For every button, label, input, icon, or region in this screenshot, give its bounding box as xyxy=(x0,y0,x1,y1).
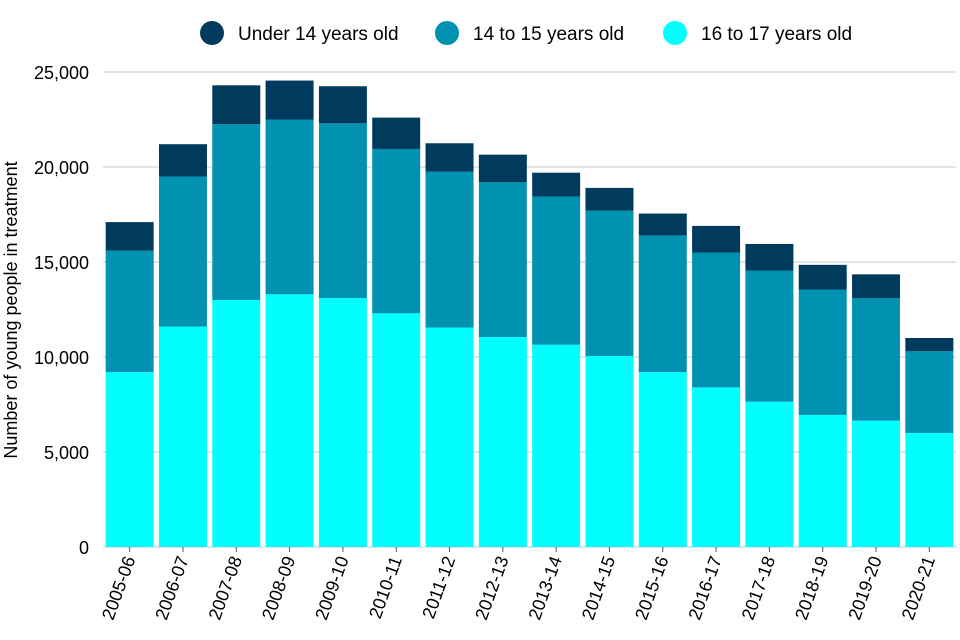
bar-segment xyxy=(798,289,847,415)
legend: Under 14 years old 14 to 15 years old 16 t… xyxy=(200,21,852,45)
bar-segment xyxy=(265,294,314,547)
bar-segment xyxy=(425,327,474,547)
bar-segment xyxy=(265,80,314,120)
bar-segment xyxy=(425,143,474,172)
x-tick-label: 2009-10 xyxy=(311,554,352,623)
bar-segment xyxy=(478,337,527,547)
bar-segment xyxy=(638,235,687,373)
bar-segment xyxy=(532,344,581,547)
bar-segment xyxy=(158,176,207,327)
legend-swatch xyxy=(200,21,224,45)
y-tick-label: 25,000 xyxy=(34,63,89,83)
bar-segment xyxy=(905,338,954,352)
x-tick-label: 2016-17 xyxy=(684,554,725,623)
bar-segment xyxy=(745,243,794,271)
y-tick-label: 10,000 xyxy=(34,348,89,368)
bar-segment xyxy=(372,148,421,314)
bar-segment xyxy=(638,213,687,236)
y-tick-label: 5,000 xyxy=(44,443,89,463)
bar-segment xyxy=(318,123,367,299)
bar-segment xyxy=(212,300,261,547)
bar-segment xyxy=(532,196,581,345)
x-tick-label: 2005-06 xyxy=(98,554,139,623)
bar-segment xyxy=(852,274,901,299)
bar-segment xyxy=(478,182,527,338)
y-tick-label: 15,000 xyxy=(34,253,89,273)
x-axis-ticks: 2005-06 2006-07 2007-08 2008-09 2009-10 2010-… xyxy=(98,547,939,622)
bar-segment xyxy=(478,154,527,183)
bar-segment xyxy=(105,250,154,373)
y-axis-ticks: 0 5,000 10,000 15,000 20,000 25,000 xyxy=(34,63,89,558)
bar-segment xyxy=(798,414,847,547)
bar-segment xyxy=(745,401,794,547)
x-tick-label: 2018-19 xyxy=(791,554,832,623)
bar-segment xyxy=(372,313,421,547)
bar-segment xyxy=(265,119,314,295)
x-tick-label: 2012-13 xyxy=(471,554,512,623)
x-tick-label: 2010-11 xyxy=(365,554,406,622)
legend-swatch xyxy=(435,21,459,45)
x-tick-label: 2020-21 xyxy=(898,554,939,623)
x-tick-label: 2011-12 xyxy=(418,554,459,622)
bar-segment xyxy=(638,372,687,547)
bar-segment xyxy=(372,117,421,149)
bar-segment xyxy=(425,171,474,328)
bar-segment xyxy=(212,85,261,125)
bar-segment xyxy=(692,252,741,388)
bar-segment xyxy=(692,225,741,253)
bar-segment xyxy=(905,433,954,547)
bar-segment xyxy=(798,264,847,290)
bar-segment xyxy=(158,326,207,547)
bar-segment xyxy=(105,372,154,547)
bar-segment xyxy=(905,351,954,433)
y-tick-label: 0 xyxy=(79,538,89,558)
bar-segment xyxy=(585,187,634,211)
legend-label: 16 to 17 years old xyxy=(701,24,852,45)
bar-segment xyxy=(105,222,154,251)
y-tick-label: 20,000 xyxy=(34,158,89,178)
bar-segment xyxy=(318,298,367,547)
x-tick-label: 2019-20 xyxy=(844,554,885,623)
bar-segment xyxy=(212,124,261,300)
x-tick-label: 2015-16 xyxy=(631,554,672,623)
bars xyxy=(105,80,954,547)
bar-segment xyxy=(585,356,634,547)
bar-segment xyxy=(745,270,794,402)
legend-label: 14 to 15 years old xyxy=(473,24,624,45)
bar-segment xyxy=(532,172,581,197)
legend-swatch xyxy=(663,21,687,45)
bar-segment xyxy=(852,420,901,547)
bar-segment xyxy=(158,144,207,177)
bar-segment xyxy=(692,387,741,547)
bar-segment xyxy=(318,86,367,124)
legend-label: Under 14 years old xyxy=(238,24,399,45)
x-tick-label: 2006-07 xyxy=(151,554,192,623)
x-tick-label: 2008-09 xyxy=(258,554,299,623)
x-tick-label: 2014-15 xyxy=(578,554,619,623)
bar-segment xyxy=(585,210,634,357)
y-axis-label: Number of young people in treatment xyxy=(1,161,21,458)
x-tick-label: 2007-08 xyxy=(205,554,246,623)
x-tick-label: 2017-18 xyxy=(738,554,779,623)
bar-segment xyxy=(852,298,901,421)
x-tick-label: 2013-14 xyxy=(525,554,566,623)
